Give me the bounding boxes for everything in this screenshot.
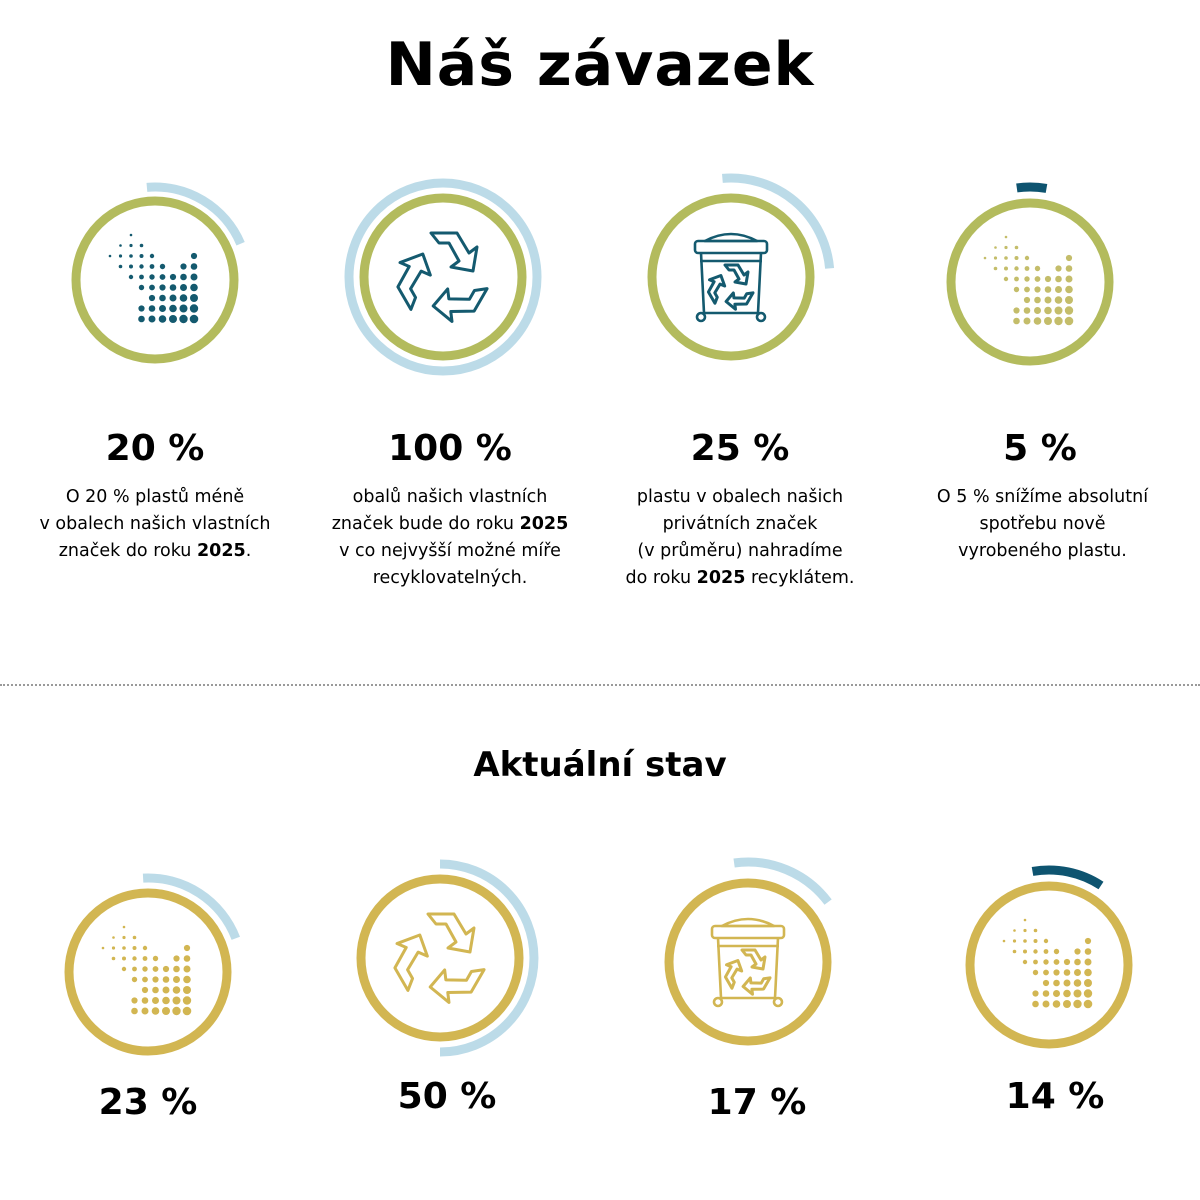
description-line: O 20 % plastů méně	[65, 487, 245, 507]
commitment-gauge	[946, 182, 1114, 366]
recycle-icon	[393, 912, 486, 1004]
commitment-percent: 20 %	[105, 428, 205, 469]
gauge-ring	[71, 196, 239, 364]
progress-arc	[722, 173, 835, 269]
current-percent: 23 %	[98, 1082, 198, 1123]
commitment-description: O 20 % plastů méně v obalech našich vlast…	[20, 484, 290, 565]
gauge-ring	[64, 888, 232, 1056]
gauge-ring	[664, 878, 832, 1046]
section-title: Aktuální stav	[473, 745, 727, 785]
current-percent: 14 %	[1005, 1076, 1105, 1117]
commitment-description: plastu v obalech našich privátních značek…	[600, 484, 880, 592]
recycling-bin-icon	[693, 232, 769, 323]
description-line: plastu v obalech našich	[636, 487, 844, 507]
progress-arc	[1031, 865, 1104, 890]
commitment-item-plastic-reduction	[60, 170, 250, 370]
current-percent: 17 %	[707, 1082, 807, 1123]
commitment-percent: 25 %	[690, 428, 790, 469]
current-item-plastic-reduction	[60, 850, 260, 1060]
commitment-gauge	[344, 178, 542, 376]
description-line: v co nejvyšší možné míře	[339, 541, 561, 561]
arrow-down-right-dots-icon	[983, 235, 1074, 326]
current-item-recyclate	[660, 845, 860, 1055]
progress-arc	[146, 182, 245, 246]
gauge-ring	[647, 193, 815, 361]
gauge-ring	[359, 193, 527, 361]
description-line: vyrobeného plastu.	[958, 541, 1127, 561]
description-line: v obalech našich vlastních	[39, 514, 271, 534]
current-percent: 50 %	[397, 1076, 497, 1117]
commitment-percent: 5 %	[1003, 428, 1077, 469]
commitment-description: obalů našich vlastních značek bude do rok…	[305, 484, 595, 592]
recycle-icon	[396, 231, 489, 323]
current-item-recyclable-packaging	[350, 850, 560, 1070]
gauge-ring	[946, 198, 1114, 366]
progress-arc	[344, 178, 542, 376]
commitment-percent: 100 %	[388, 428, 512, 469]
description-line: značek bude do roku 2025	[331, 514, 569, 534]
arrow-down-right-dots-icon	[108, 233, 199, 324]
recycling-bin-icon	[710, 917, 786, 1008]
arrow-down-right-dots-icon	[101, 925, 192, 1016]
section-divider	[0, 684, 1200, 686]
current-gauge	[64, 873, 241, 1056]
current-gauge	[356, 859, 539, 1057]
progress-arc	[142, 873, 241, 940]
current-item-absolute-reduction	[960, 850, 1160, 1060]
commitment-description: O 5 % snížíme absolutní spotřebu nově vyro…	[900, 484, 1185, 565]
description-line: značek do roku 2025.	[58, 541, 252, 561]
progress-arc	[733, 857, 832, 905]
page-title: Náš závazek	[385, 30, 815, 100]
progress-arc	[439, 859, 539, 1057]
description-line: spotřebu nově	[979, 514, 1106, 534]
arrow-down-right-dots-icon	[1002, 918, 1093, 1009]
description-line: privátních značek	[662, 514, 818, 534]
description-line: do roku 2025 recyklátem.	[625, 568, 855, 588]
commitment-gauge	[647, 173, 835, 361]
commitment-gauge	[71, 182, 245, 364]
description-line: recyklovatelných.	[372, 568, 528, 588]
commitment-item-recyclable-packaging	[344, 170, 555, 390]
progress-arc	[1016, 182, 1048, 193]
description-line: (v průměru) nahradíme	[637, 541, 843, 561]
commitment-item-recyclate	[640, 165, 850, 375]
gauge-ring	[965, 881, 1133, 1049]
current-gauge	[965, 865, 1133, 1049]
current-gauge	[664, 857, 832, 1046]
commitment-item-absolute-reduction	[940, 170, 1130, 370]
gauge-ring	[356, 874, 524, 1042]
description-line: obalů našich vlastních	[352, 487, 548, 507]
description-line: O 5 % snížíme absolutní	[936, 487, 1149, 507]
